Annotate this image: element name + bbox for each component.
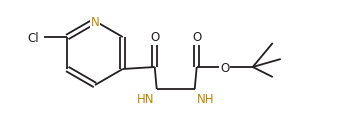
Text: HN: HN — [137, 92, 155, 105]
Text: O: O — [220, 61, 229, 74]
Text: O: O — [150, 31, 159, 44]
Text: NH: NH — [197, 92, 214, 105]
Text: O: O — [192, 31, 201, 44]
Text: Cl: Cl — [28, 31, 39, 44]
Text: N: N — [91, 15, 99, 28]
